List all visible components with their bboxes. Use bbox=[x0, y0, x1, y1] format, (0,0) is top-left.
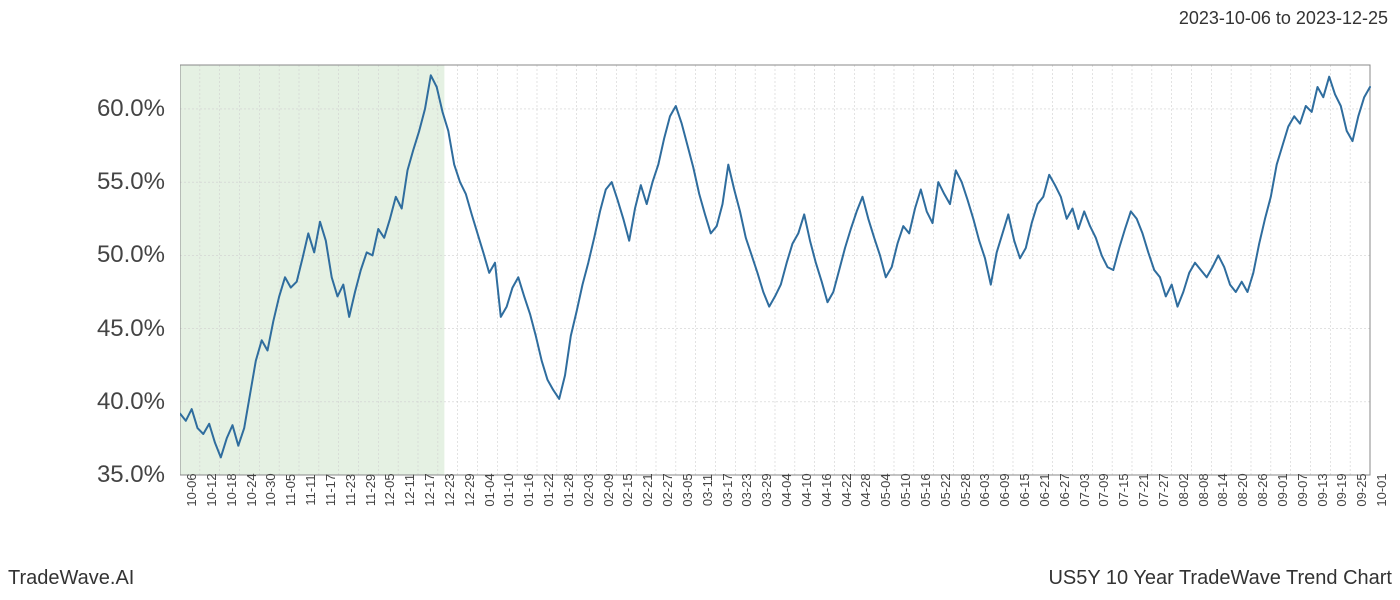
x-tick-label: 08-14 bbox=[1215, 473, 1230, 506]
x-tick-label: 09-01 bbox=[1275, 473, 1290, 506]
x-tick-label: 09-19 bbox=[1334, 473, 1349, 506]
x-tick-label: 10-12 bbox=[204, 473, 219, 506]
y-tick-label: 50.0% bbox=[97, 241, 165, 269]
x-tick-label: 07-21 bbox=[1136, 473, 1151, 506]
x-tick-label: 10-18 bbox=[224, 473, 239, 506]
x-tick-label: 12-29 bbox=[462, 473, 477, 506]
x-tick-label: 03-05 bbox=[680, 473, 695, 506]
x-tick-label: 03-29 bbox=[759, 473, 774, 506]
x-tick-label: 08-08 bbox=[1196, 473, 1211, 506]
x-tick-label: 02-21 bbox=[640, 473, 655, 506]
x-tick-label: 10-30 bbox=[263, 473, 278, 506]
chart-title: US5Y 10 Year TradeWave Trend Chart bbox=[1048, 567, 1392, 590]
x-tick-label: 11-05 bbox=[283, 474, 298, 506]
x-tick-label: 01-22 bbox=[541, 473, 556, 506]
x-tick-label: 05-10 bbox=[898, 473, 913, 506]
y-tick-label: 60.0% bbox=[97, 95, 165, 123]
y-axis: 35.0%40.0%45.0%50.0%55.0%60.0% bbox=[0, 60, 175, 480]
x-tick-label: 03-11 bbox=[700, 474, 715, 506]
y-tick-label: 45.0% bbox=[97, 315, 165, 343]
x-tick-label: 06-15 bbox=[1017, 473, 1032, 506]
x-tick-label: 12-05 bbox=[382, 473, 397, 506]
x-tick-label: 09-07 bbox=[1295, 473, 1310, 506]
x-tick-label: 06-27 bbox=[1057, 473, 1072, 506]
x-tick-label: 01-10 bbox=[501, 473, 516, 506]
x-tick-label: 04-28 bbox=[858, 473, 873, 506]
x-tick-label: 11-23 bbox=[343, 474, 358, 506]
brand-label: TradeWave.AI bbox=[8, 567, 134, 590]
x-tick-label: 04-04 bbox=[779, 473, 794, 506]
x-tick-label: 03-23 bbox=[739, 473, 754, 506]
x-tick-label: 12-11 bbox=[402, 474, 417, 506]
x-tick-label: 11-11 bbox=[303, 474, 318, 505]
x-tick-label: 09-13 bbox=[1315, 473, 1330, 506]
x-tick-label: 10-06 bbox=[184, 473, 199, 506]
x-tick-label: 06-03 bbox=[977, 473, 992, 506]
x-tick-label: 10-01 bbox=[1374, 473, 1389, 506]
x-tick-label: 01-04 bbox=[482, 473, 497, 506]
y-tick-label: 40.0% bbox=[97, 388, 165, 416]
x-tick-label: 02-27 bbox=[660, 473, 675, 506]
chart-svg bbox=[180, 60, 1380, 480]
x-tick-label: 01-28 bbox=[561, 473, 576, 506]
x-tick-label: 07-09 bbox=[1096, 473, 1111, 506]
x-tick-label: 07-27 bbox=[1156, 473, 1171, 506]
x-tick-label: 05-16 bbox=[918, 473, 933, 506]
x-tick-label: 06-21 bbox=[1037, 473, 1052, 506]
x-tick-label: 09-25 bbox=[1354, 473, 1369, 506]
x-tick-label: 10-24 bbox=[244, 473, 259, 506]
x-tick-label: 08-02 bbox=[1176, 473, 1191, 506]
x-tick-label: 07-15 bbox=[1116, 473, 1131, 506]
y-tick-label: 55.0% bbox=[97, 168, 165, 196]
x-tick-label: 02-15 bbox=[620, 473, 635, 506]
x-axis: 10-0610-1210-1810-2410-3011-0511-1111-17… bbox=[180, 485, 1380, 565]
chart-plot-area bbox=[180, 60, 1380, 480]
x-tick-label: 05-28 bbox=[958, 473, 973, 506]
x-tick-label: 08-20 bbox=[1235, 473, 1250, 506]
x-tick-label: 05-04 bbox=[878, 473, 893, 506]
x-tick-label: 01-16 bbox=[521, 473, 536, 506]
x-tick-label: 04-22 bbox=[839, 473, 854, 506]
x-tick-label: 06-09 bbox=[997, 473, 1012, 506]
x-tick-label: 04-16 bbox=[819, 473, 834, 506]
x-tick-label: 11-29 bbox=[363, 474, 378, 506]
x-tick-label: 03-17 bbox=[720, 473, 735, 506]
x-tick-label: 11-17 bbox=[323, 474, 338, 506]
x-tick-label: 02-09 bbox=[601, 473, 616, 506]
x-tick-label: 08-26 bbox=[1255, 473, 1270, 506]
x-tick-label: 02-03 bbox=[581, 473, 596, 506]
x-tick-label: 12-17 bbox=[422, 473, 437, 506]
date-range-label: 2023-10-06 to 2023-12-25 bbox=[1179, 8, 1388, 29]
x-tick-label: 05-22 bbox=[938, 473, 953, 506]
x-tick-label: 07-03 bbox=[1077, 473, 1092, 506]
y-tick-label: 35.0% bbox=[97, 461, 165, 489]
x-tick-label: 04-10 bbox=[799, 473, 814, 506]
x-tick-label: 12-23 bbox=[442, 473, 457, 506]
